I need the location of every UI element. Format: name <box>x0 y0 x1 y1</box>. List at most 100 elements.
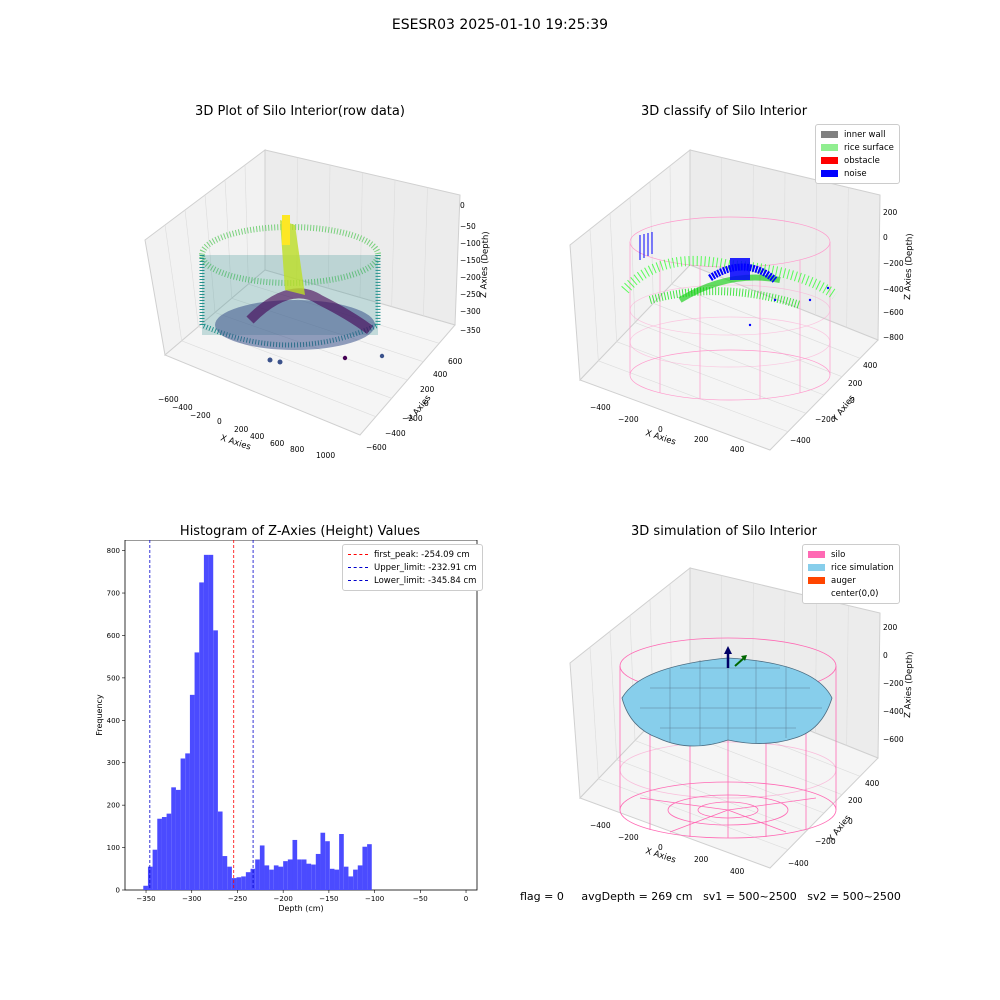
hist-bar <box>171 787 176 890</box>
grid-line <box>391 179 396 307</box>
panel-classify-axes-panes <box>569 148 881 451</box>
tick: 200 <box>883 208 898 217</box>
hist-y-tick-label: 700 <box>107 590 120 598</box>
grid-line <box>423 187 428 316</box>
grid-line <box>164 224 182 341</box>
hist-bar <box>278 866 284 890</box>
hist-x-tick-label: 0 <box>464 895 468 903</box>
legend-item: rice surface <box>821 141 894 154</box>
tick: 0 <box>883 233 888 242</box>
hist-bar <box>357 865 363 890</box>
tick: −400 <box>790 436 811 445</box>
hist-bar <box>325 841 330 890</box>
panel-classify-title: 3D classify of Silo Interior <box>640 104 808 119</box>
grid-line <box>609 631 617 760</box>
tick: −350 <box>460 326 481 335</box>
hist-bar <box>273 865 279 890</box>
tick: 400 <box>730 867 745 876</box>
tick: 400 <box>865 779 880 788</box>
legend-line <box>348 580 368 581</box>
status-sv2: sv2 = 500~2500 <box>807 890 901 903</box>
tick: −800 <box>883 333 904 342</box>
figure-title: ESESR03 2025-01-10 19:25:39 <box>391 17 609 33</box>
tick: −200 <box>883 679 904 688</box>
tick: 600 <box>448 357 463 366</box>
legend-swatch <box>808 577 825 584</box>
panel-sim-zlabel: Z Axies (Depth) <box>903 651 915 718</box>
panel-raw-zlabel: Z Axies (Depth) <box>479 231 491 298</box>
grid-line <box>846 605 849 746</box>
panel-hist-chart: −350 −300 −250 −200 −150 −100 −50 0 0 100 200 300 4… <box>95 540 478 913</box>
tick: 600 <box>270 439 285 448</box>
hist-bar <box>297 859 302 890</box>
hist-bar <box>222 856 228 890</box>
panel-sim-ticks: −400 −200 0 200 400 −400 −200 0 200 400 … <box>590 623 904 876</box>
tick: −50 <box>460 222 476 231</box>
grid-line <box>846 187 849 328</box>
tick: −400 <box>590 821 611 830</box>
legend-item: first_peak: -254.09 cm <box>348 548 477 561</box>
grid-line <box>181 340 376 417</box>
hist-bar <box>306 863 312 890</box>
hist-bar <box>283 861 288 890</box>
hist-bar <box>157 818 162 890</box>
status-footer: flag = 0 avgDepth = 269 cm sv1 = 500~250… <box>520 890 901 903</box>
hist-bar <box>189 694 195 890</box>
grid-line <box>634 322 825 396</box>
hist-x-tick-label: −300 <box>182 895 201 903</box>
hist-bar <box>269 869 274 890</box>
tick: 400 <box>730 445 745 454</box>
panel-hist-title: Histogram of Z-Axies (Height) Values <box>179 524 421 539</box>
tick: −200 <box>618 833 639 842</box>
hist-x-tick-label: −200 <box>274 895 293 903</box>
grid-line <box>359 172 363 298</box>
status-sv1: sv1 = 500~2500 <box>703 890 797 903</box>
panel-raw-xlabel: X Axies <box>219 433 252 452</box>
tick: 400 <box>433 370 448 379</box>
hist-bar <box>147 866 153 890</box>
hist-bar <box>259 845 265 890</box>
grid-line <box>629 197 636 323</box>
hist-bar <box>161 817 167 890</box>
legend-item: Lower_limit: -345.84 cm <box>348 574 477 587</box>
hist-bar <box>236 877 242 890</box>
tick: −300 <box>460 307 481 316</box>
hist-bar <box>245 872 251 890</box>
hist-bar <box>217 811 223 890</box>
legend-swatch <box>821 131 838 138</box>
legend-item: silo <box>808 548 894 561</box>
panel-classify-silo-wireframe <box>629 216 831 401</box>
tick: 0 <box>848 817 853 826</box>
hist-bars <box>143 554 372 890</box>
panel-raw-3d-scatter: −600 −400 −200 0 200 400 600 800 1000 −6… <box>144 149 491 460</box>
hist-bar <box>203 554 209 890</box>
legend-line <box>348 567 368 568</box>
tick: −200 <box>460 273 481 282</box>
hist-bar <box>348 876 354 890</box>
panel-sim-auger <box>724 646 747 668</box>
tick: 0 <box>424 399 429 408</box>
hist-bar <box>292 839 298 890</box>
tick: 200 <box>848 379 863 388</box>
panel-classify-points <box>621 232 838 327</box>
panel-raw-title: 3D Plot of Silo Interior(row data) <box>195 104 405 119</box>
hist-bar <box>180 758 186 890</box>
hist-bar <box>287 859 293 890</box>
hist-bar <box>367 844 372 890</box>
grid-line <box>589 647 599 779</box>
status-flag: flag = 0 <box>520 890 564 903</box>
tick: 200 <box>694 855 709 864</box>
legend-item: rice simulation <box>808 561 894 574</box>
tick: 200 <box>420 385 435 394</box>
grid-line <box>244 164 249 285</box>
tick: −400 <box>385 429 406 438</box>
grid-line <box>589 229 599 361</box>
hist-x-ticks: −350 −300 −250 −200 −150 −100 −50 0 <box>136 890 468 903</box>
hist-bar <box>166 813 172 890</box>
tick: −200 <box>883 259 904 268</box>
tick: −600 <box>366 443 387 452</box>
panel-classify-3d-scatter: −400 −200 0 200 400 −400 −200 0 200 400 … <box>569 148 915 454</box>
tick: −150 <box>460 256 481 265</box>
tick: 200 <box>848 796 863 805</box>
panel-raw-point-cloud <box>199 215 385 365</box>
